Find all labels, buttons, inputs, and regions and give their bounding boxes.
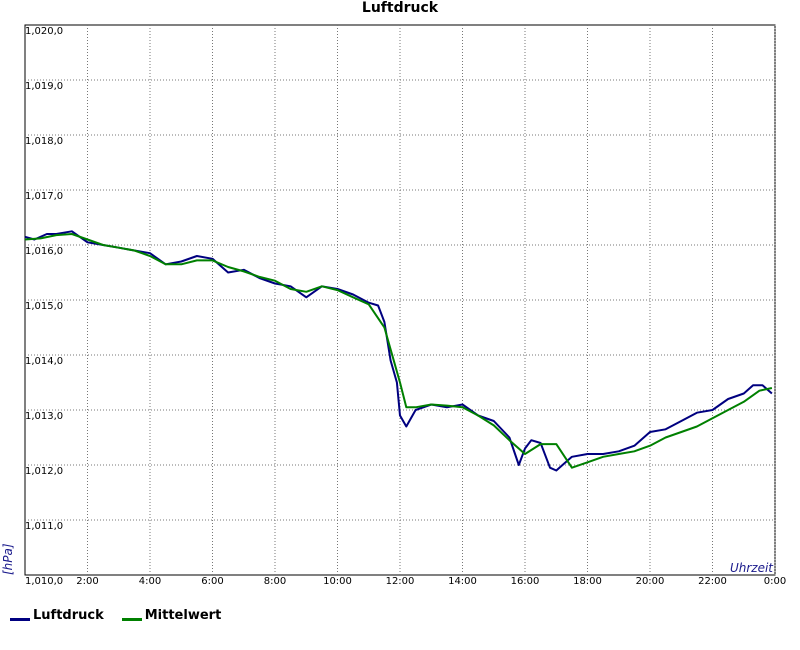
x-tick-label: 2:00 (76, 576, 98, 587)
y-tick-label: 1,011,0 (25, 521, 63, 532)
x-tick-label: 16:00 (511, 576, 540, 587)
legend-label-mittelwert: Mittelwert (144, 608, 222, 623)
legend-swatch-luftdruck (10, 618, 30, 621)
y-tick-label: 1,020,0 (25, 26, 63, 37)
y-tick-label: 1,018,0 (25, 136, 63, 147)
x-tick-label: 14:00 (448, 576, 477, 587)
x-tick-labels: 2:00 4:00 6:00 8:00 10:00 12:00 14:00 16:00 18:0… (76, 576, 786, 587)
y-tick-label: 1,013,0 (25, 411, 63, 422)
y-axis-label: [hPa] (1, 543, 15, 575)
x-tick-label: 18:00 (573, 576, 602, 587)
chart-grid (24, 24, 776, 576)
series-line-mittelwert (24, 233, 773, 469)
y-tick-label: 1,019,0 (25, 81, 63, 92)
chart-title: Luftdruck (362, 0, 439, 16)
x-tick-label: 6:00 (201, 576, 223, 587)
x-tick-label: 10:00 (323, 576, 352, 587)
x-tick-label: 22:00 (698, 576, 727, 587)
y-tick-label: 1,014,0 (25, 356, 63, 367)
y-tick-label: 1,012,0 (25, 466, 63, 477)
legend-label-luftdruck: Luftdruck (33, 608, 104, 623)
x-axis-label: Uhrzeit (730, 561, 774, 575)
x-tick-label: 12:00 (386, 576, 415, 587)
legend-swatch-mittelwert (121, 618, 142, 621)
x-tick-label: 4:00 (139, 576, 161, 587)
chart-legend: Luftdruck Mittelwert (10, 608, 221, 623)
x-tick-label: 20:00 (636, 576, 665, 587)
x-tick-label: 8:00 (264, 576, 286, 587)
y-tick-label: 1,017,0 (25, 191, 63, 202)
legend-item-mittelwert: Mittelwert (121, 608, 222, 623)
y-tick-label: 1,010,0 (25, 576, 63, 587)
y-tick-label: 1,015,0 (25, 301, 63, 312)
y-tick-labels: 1,010,0 1,011,0 1,012,0 1,013,0 1,014,0 1,015… (25, 26, 63, 587)
x-tick-label: 0:00 (764, 576, 786, 587)
y-tick-label: 1,016,0 (25, 246, 63, 257)
chart-series (24, 230, 773, 472)
legend-item-luftdruck: Luftdruck (10, 608, 104, 623)
